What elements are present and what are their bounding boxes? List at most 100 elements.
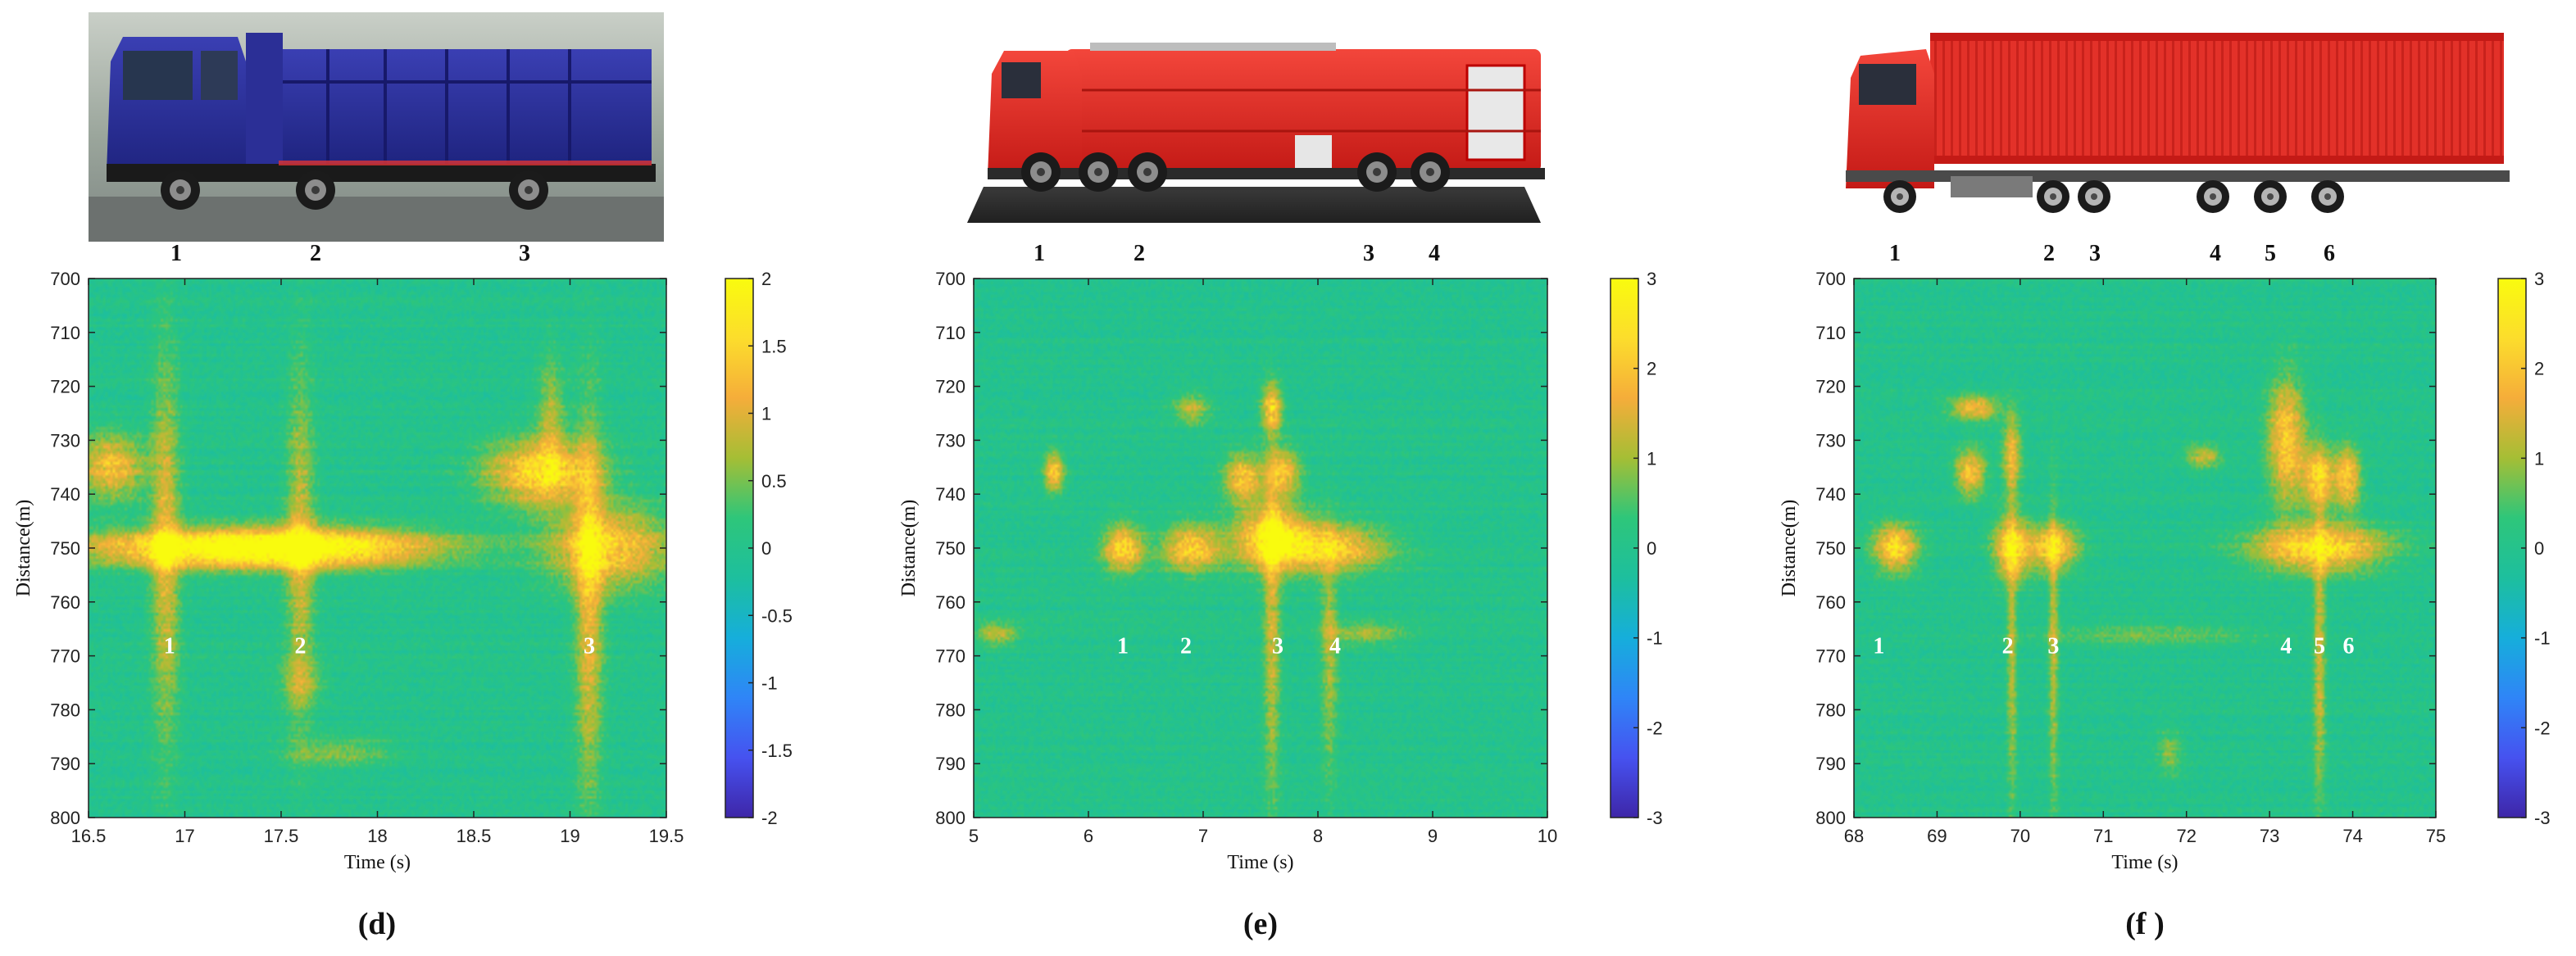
- axle-label-top: 5: [2265, 241, 2276, 266]
- colorbar-tick-label: 1: [2534, 448, 2544, 469]
- y-tick-label: 750: [935, 538, 965, 559]
- y-tick-label: 730: [935, 430, 965, 451]
- colorbar-tick-label: 3: [2534, 269, 2544, 289]
- y-tick-label: 720: [1815, 377, 1846, 397]
- colorbar-tick-label: -2: [2534, 718, 2551, 738]
- axle-event-label: 1: [164, 633, 175, 659]
- colorbar-tick-label: -2: [761, 808, 778, 828]
- colorbar-tick-label: 3: [1647, 269, 1656, 289]
- colorbar-tick-label: -0.5: [761, 605, 793, 626]
- y-tick-label: 770: [50, 646, 80, 667]
- y-tick-label: 750: [50, 538, 80, 559]
- heatmap-image: [1854, 279, 2436, 818]
- axle-event-label: 4: [1329, 633, 1341, 659]
- axle-event-label: 1: [1117, 633, 1129, 659]
- colorbar-tick-label: 2: [761, 269, 771, 289]
- x-tick-label: 17.5: [264, 826, 299, 846]
- x-tick-label: 16.5: [71, 826, 107, 846]
- axle-event-label: 3: [2047, 633, 2059, 659]
- y-tick-label: 770: [1815, 646, 1846, 667]
- axle-label-top: 1: [170, 241, 182, 266]
- colorbar-tick-label: -2: [1647, 718, 1663, 738]
- axle-label-top: 6: [2324, 241, 2335, 266]
- axle-label-top: 1: [1889, 241, 1901, 266]
- y-tick-label: 800: [1815, 808, 1846, 828]
- heatmap-image: [89, 279, 666, 818]
- y-tick-label: 780: [1815, 700, 1846, 720]
- axle-label-top: 2: [1134, 241, 1145, 266]
- heatmap-panel-3: 68 69 70 71 72 73 74 75 700 710 720 730 740 750 760 770…: [1779, 241, 2551, 941]
- colorbar-tick-label: 1: [1647, 448, 1656, 469]
- y-tick-label: 760: [1815, 592, 1846, 613]
- y-tick-label: 760: [50, 592, 80, 613]
- axle-event-label: 6: [2343, 633, 2355, 659]
- y-tick-label: 790: [1815, 754, 1846, 774]
- axle-event-label: 5: [2314, 633, 2325, 659]
- y-tick-label: 730: [1815, 430, 1846, 451]
- y-tick-label: 700: [935, 269, 965, 289]
- colorbar-tick-label: -1: [2534, 628, 2551, 649]
- colorbar-tick-label: -3: [2534, 808, 2551, 828]
- vehicle-photo-dump-truck: [89, 12, 664, 242]
- x-tick-label: 9: [1428, 826, 1438, 846]
- colorbar-tick-label: 0.5: [761, 471, 787, 492]
- colorbar-tick-label: -1.5: [761, 741, 793, 761]
- colorbar-tick-label: 1: [761, 404, 771, 424]
- colorbar-tick-label: 0: [2534, 538, 2544, 559]
- x-tick-label: 72: [2176, 826, 2196, 846]
- y-axis-title: Distance(m): [13, 500, 34, 597]
- x-tick-label: 5: [969, 826, 979, 846]
- y-tick-label: 750: [1815, 538, 1846, 559]
- colorbar-tick-label: 2: [2534, 359, 2544, 379]
- axle-label-top: 2: [2043, 241, 2055, 266]
- colorbar-tick-label: 0: [1647, 538, 1656, 559]
- axle-event-label: 2: [1180, 633, 1192, 659]
- y-tick-label: 740: [935, 484, 965, 505]
- heatmap-panel-1: 16.5 17 17.5 18 18.5 19 19.5 700 710 720 730 740 750…: [13, 241, 793, 941]
- y-tick-label: 730: [50, 430, 80, 451]
- x-tick-label: 7: [1198, 826, 1208, 846]
- axle-event-label: 4: [2280, 633, 2292, 659]
- colorbar-tick-label: -1: [1647, 628, 1663, 649]
- axle-event-label: 2: [295, 633, 307, 659]
- x-axis-title: Time (s): [1227, 852, 1293, 873]
- axle-label-top: 4: [2210, 241, 2221, 266]
- panel-caption: (e): [1243, 907, 1278, 941]
- axle-event-label: 3: [1272, 633, 1283, 659]
- x-tick-label: 10: [1538, 826, 1557, 846]
- x-tick-label: 69: [1927, 826, 1947, 846]
- x-tick-label: 6: [1084, 826, 1093, 846]
- y-tick-label: 720: [935, 377, 965, 397]
- axle-label-top: 3: [2089, 241, 2101, 266]
- vehicle-photo-container-truck: [1846, 33, 2510, 213]
- y-tick-label: 720: [50, 377, 80, 397]
- y-axis-title: Distance(m): [898, 500, 920, 597]
- y-tick-label: 780: [50, 700, 80, 720]
- axle-event-label: 2: [2002, 633, 2014, 659]
- y-tick-label: 760: [935, 592, 965, 613]
- y-tick-label: 710: [935, 323, 965, 343]
- x-tick-label: 17: [175, 826, 194, 846]
- colorbar-tick-label: 1.5: [761, 336, 787, 356]
- y-tick-label: 710: [1815, 323, 1846, 343]
- colorbar-tick-label: 2: [1647, 359, 1656, 379]
- axle-label-top: 4: [1429, 241, 1440, 266]
- y-tick-label: 740: [50, 484, 80, 505]
- y-tick-label: 700: [1815, 269, 1846, 289]
- colorbar-tick-label: 0: [761, 538, 771, 559]
- x-tick-label: 19.5: [649, 826, 684, 846]
- y-tick-label: 740: [1815, 484, 1846, 505]
- axle-label-top: 2: [310, 241, 321, 266]
- axle-event-label: 1: [1873, 633, 1884, 659]
- x-tick-label: 19: [560, 826, 579, 846]
- x-tick-label: 18: [367, 826, 387, 846]
- axle-label-top: 3: [1363, 241, 1374, 266]
- panel-caption: (f ): [2125, 907, 2164, 941]
- x-tick-label: 73: [2260, 826, 2279, 846]
- x-axis-title: Time (s): [2111, 852, 2178, 873]
- axle-label-top: 3: [519, 241, 530, 266]
- x-tick-label: 8: [1313, 826, 1323, 846]
- axle-label-top: 1: [1034, 241, 1045, 266]
- y-axis-title: Distance(m): [1779, 500, 1800, 597]
